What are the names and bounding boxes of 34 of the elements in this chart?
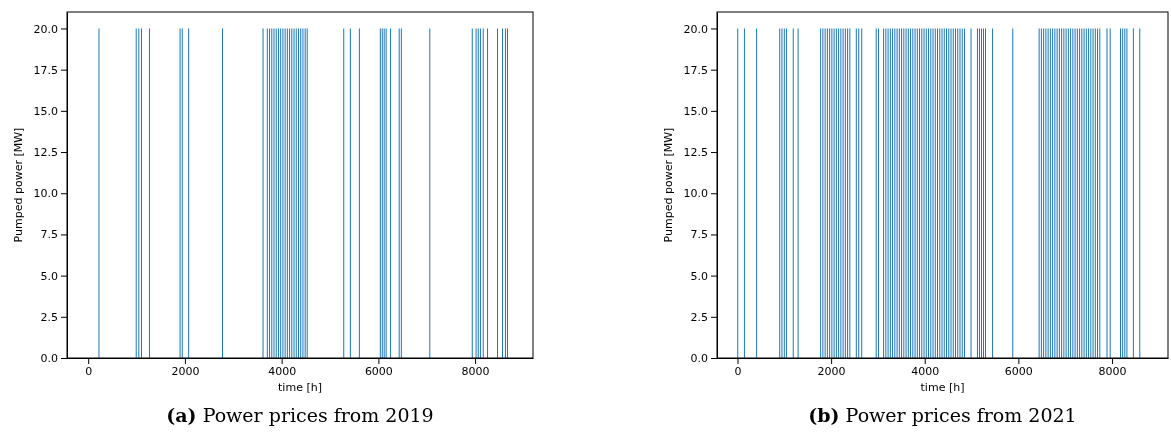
text: (b) Power prices from 2021: [808, 404, 1077, 426]
y-tick-label: 5.0: [690, 269, 708, 283]
x-tick-label: 0: [85, 364, 93, 378]
y-axis-title: Pumped power [MW]: [12, 127, 25, 243]
y-tick-label: 2.5: [40, 310, 58, 324]
y-tick-label: 20.0: [33, 22, 58, 36]
y-tick-label: 20.0: [683, 22, 708, 36]
x-tick-label: 6000: [1004, 364, 1033, 378]
x-tick-label: 4000: [268, 364, 297, 378]
y-tick-label: 15.0: [683, 104, 708, 118]
x-tick-label: 2000: [817, 364, 846, 378]
x-tick-label: 6000: [364, 364, 393, 378]
x-axis-title: time [h]: [920, 381, 965, 394]
y-tick-label: 17.5: [33, 63, 58, 77]
x-axis-title: time [h]: [278, 381, 322, 394]
y-axis-title: Pumped power [MW]: [662, 127, 675, 243]
x-tick-label: 4000: [911, 364, 940, 378]
text: (a) Power prices from 2019: [166, 404, 434, 426]
y-tick-label: 0.0: [690, 352, 708, 366]
y-tick-label: 2.5: [690, 310, 708, 324]
y-tick-label: 7.5: [40, 228, 58, 242]
x-tick-label: 2000: [171, 364, 200, 378]
y-tick-label: 5.0: [40, 269, 58, 283]
y-tick-label: 0.0: [40, 352, 58, 366]
y-tick-label: 15.0: [33, 104, 58, 118]
x-tick-label: 0: [734, 364, 742, 378]
y-tick-label: 7.5: [690, 228, 708, 242]
x-tick-label: 8000: [1098, 364, 1127, 378]
y-tick-label: 10.0: [683, 187, 708, 201]
y-tick-label: 12.5: [33, 146, 58, 160]
y-tick-label: 10.0: [33, 187, 58, 201]
y-tick-label: 12.5: [683, 146, 708, 160]
y-tick-label: 17.5: [683, 63, 708, 77]
x-tick-label: 8000: [461, 364, 490, 378]
